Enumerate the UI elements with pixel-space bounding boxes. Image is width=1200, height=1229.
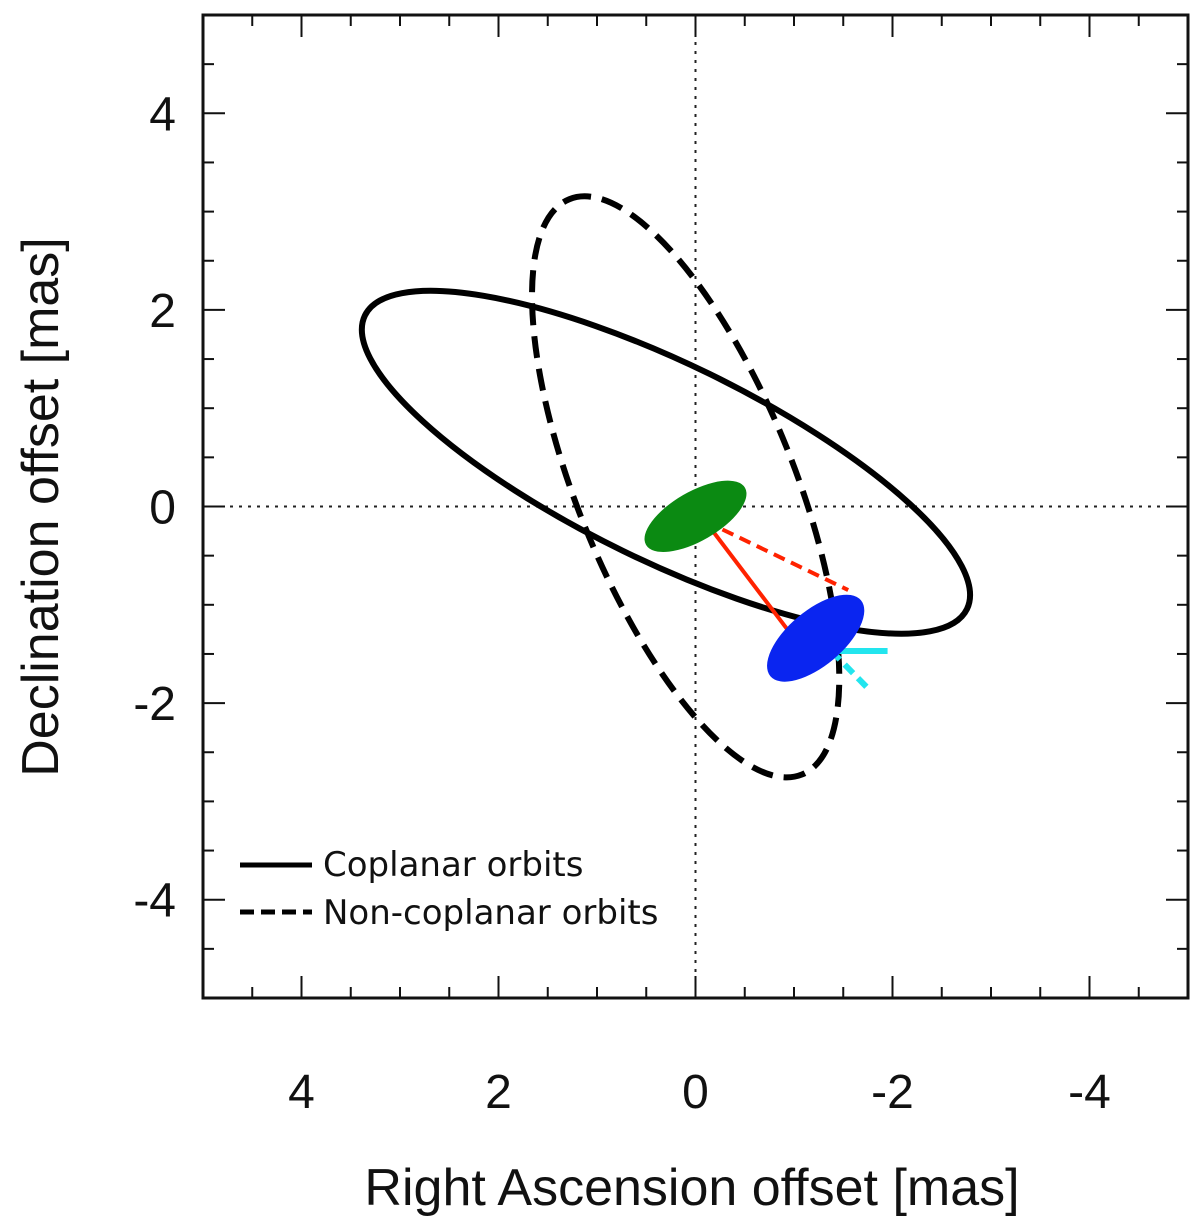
x-tick-label: -2 (871, 1066, 914, 1119)
non-coplanar-orbit (529, 193, 843, 781)
x-tick-label: -4 (1068, 1066, 1111, 1119)
component-ellipses (644, 480, 865, 682)
axis-ticks (202, 14, 1189, 999)
x-tick-label: 4 (288, 1066, 315, 1119)
y-axis-title: Declination offset [mas] (12, 237, 70, 777)
connector-segment-4 (829, 648, 873, 694)
y-tick-label: 2 (149, 285, 176, 338)
companion-component (767, 594, 865, 682)
x-axis-title: Right Ascension offset [mas] (364, 1159, 1019, 1217)
x-tick-label: 2 (485, 1066, 512, 1119)
y-tick-label: 0 (149, 482, 176, 535)
y-tick-label: -4 (133, 875, 176, 928)
legend-label-noncoplanar: Non-coplanar orbits (323, 893, 658, 933)
coplanar-orbit (358, 287, 974, 637)
central-component (644, 480, 747, 552)
y-tick-labels: -4 -2 0 2 4 (133, 88, 176, 927)
y-tick-label: 4 (149, 88, 176, 141)
x-tick-labels: 4 2 0 -2 -4 (288, 1066, 1111, 1119)
x-tick-label: 0 (682, 1066, 709, 1119)
reference-lines (203, 15, 1188, 998)
legend: Coplanar orbits Non-coplanar orbits (240, 845, 658, 933)
orbit-ellipses (358, 193, 974, 781)
y-tick-label: -2 (133, 678, 176, 731)
connector-segment-2 (704, 519, 850, 592)
connector-segment-1 (703, 520, 793, 636)
legend-label-coplanar: Coplanar orbits (323, 845, 583, 885)
